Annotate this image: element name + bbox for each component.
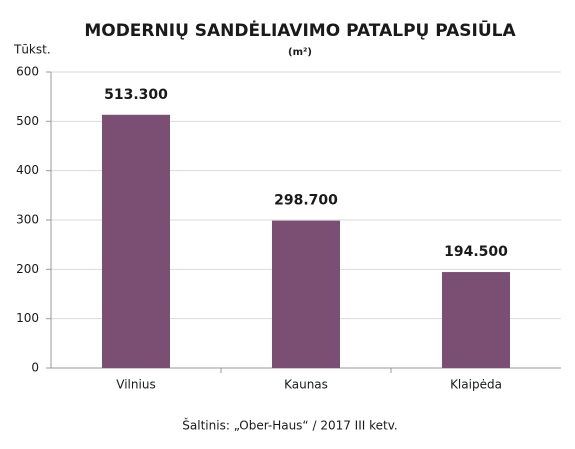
y-tick-label: 100 <box>16 311 39 325</box>
y-tick-label: 200 <box>16 262 39 276</box>
x-tick-label: Kaunas <box>284 378 328 392</box>
x-tick-label: Vilnius <box>116 378 155 392</box>
bar <box>442 272 510 368</box>
value-label: 513.300 <box>104 87 168 103</box>
y-tick-label: 0 <box>31 361 39 375</box>
y-tick-label: 400 <box>16 163 39 177</box>
x-tick-label: Klaipėda <box>450 378 502 392</box>
bar <box>272 220 340 368</box>
chart-subtitle: (m²) <box>288 47 312 58</box>
y-axis-label: Tūkst. <box>13 43 51 57</box>
value-label: 194.500 <box>444 244 508 260</box>
y-tick-label: 300 <box>16 213 39 227</box>
y-tick-label: 500 <box>16 114 39 128</box>
bar <box>102 114 170 368</box>
source-note: Šaltinis: „Ober-Haus“ / 2017 III ketv. <box>182 418 397 433</box>
value-label: 298.700 <box>274 193 338 209</box>
chart-title: MODERNIŲ SANDĖLIAVIMO PATALPŲ PASIŪLA <box>84 19 516 41</box>
y-tick-label: 600 <box>16 65 39 79</box>
